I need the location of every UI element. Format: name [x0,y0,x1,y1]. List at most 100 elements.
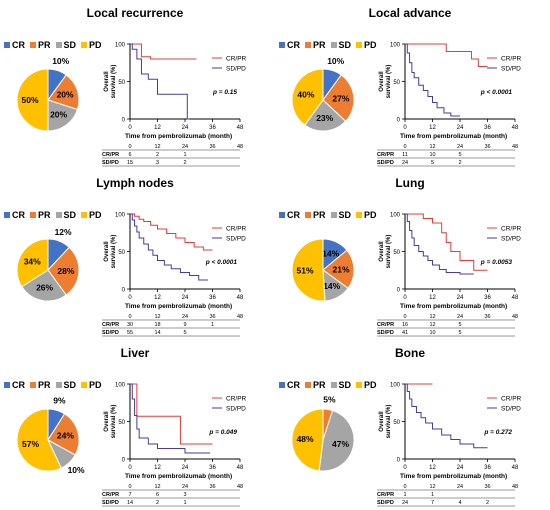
risk-table-time: 48 [512,314,518,320]
pie-slice-pd [291,238,326,302]
x-tick-label: 48 [512,465,519,471]
p-value: p = 0.0053 [480,259,513,266]
panel-title: Local recurrence [86,6,184,20]
risk-table-cell: 6 [156,492,159,498]
risk-table-cell: 10 [429,152,435,158]
y-axis-label: survival (%) [386,65,392,99]
panel-local-recurrence: Local recurrence CR PR SD PD 10% 20% 20% 50% 0 50 1… [0,0,275,170]
risk-table-time: 0 [403,144,406,150]
legend-item-cr: CR [4,40,25,50]
y-axis-label: Overall [104,71,110,92]
risk-table-cell: 1 [183,152,186,158]
y-tick-label: 0 [122,288,126,294]
pie-label-pd: 51% [296,266,313,276]
y-tick-label: 0 [122,458,126,464]
risk-table-row-label: CR/PR [377,152,394,158]
pie-label-cr: 10% [52,56,69,66]
x-tick-label: 0 [128,465,132,471]
pie-legend: CR PR SD PD [4,210,107,220]
risk-table-time: 12 [429,144,435,150]
legend-label: PD [364,210,377,220]
legend-item-pr: PR [305,380,326,390]
legend-label: PD [89,40,102,50]
legend-swatch [30,212,36,218]
risk-table-time: 12 [154,144,160,150]
x-tick-label: 24 [182,295,189,301]
legend-label: PR [313,380,326,390]
series-legend-label: SD/PD [226,406,246,413]
y-tick-label: 50 [393,250,400,256]
pie-label-pr: 20% [57,89,74,99]
legend-label: PR [38,40,51,50]
legend-swatch [356,42,363,48]
pie-slice-pr [47,74,80,111]
pie-slice-pd [16,238,49,288]
risk-table-time: 36 [484,484,490,490]
risk-table-cell: 10 [429,330,435,336]
legend-swatch [330,212,337,218]
km-curve-sd-pd [130,43,190,120]
legend-label: PD [89,210,102,220]
legend-label: PD [364,380,377,390]
pie-slice-pd [16,68,49,132]
x-tick-label: 0 [128,295,132,301]
legend-label: SD [338,40,352,50]
risk-table-cell: 6 [128,152,131,158]
pie-slice-pr [322,249,355,289]
risk-table-time: 0 [128,314,131,320]
y-axis-label: survival (%) [386,405,392,439]
x-axis-label: Time from pembrolizumab (month) [125,473,232,480]
legend-label: CR [287,40,300,50]
risk-table-time: 24 [182,144,188,150]
km-curve-cr-pr [130,213,213,251]
risk-table-cell: 11 [402,152,408,158]
series-legend-label: SD/PD [226,66,246,73]
x-tick-label: 0 [403,295,407,301]
km-curve-sd-pd [130,213,208,281]
legend-swatch [330,42,337,48]
pie-legend: CR PR SD PD [279,40,382,50]
y-tick-label: 100 [390,43,401,49]
risk-table-cell: 55 [127,330,133,336]
legend-item-pd: PD [81,210,102,220]
legend-item-sd: SD [330,40,352,50]
risk-table-time: 24 [457,144,463,150]
x-axis-label: Time from pembrolizumab (month) [125,133,232,140]
y-tick-label: 50 [118,420,125,426]
risk-table-time: 0 [403,314,406,320]
legend-item-cr: CR [4,380,25,390]
risk-table-time: 12 [429,314,435,320]
legend-label: PR [313,210,326,220]
risk-table-cell: 1 [211,322,214,328]
risk-table-cell: 5 [183,330,186,336]
risk-table-cell: 15 [127,160,133,166]
legend-item-pd: PD [356,40,377,50]
x-tick-label: 12 [429,125,436,131]
y-tick-label: 100 [115,383,126,389]
pie-label-pr: 28% [57,266,74,276]
panel-liver: Liver CR PR SD PD 9% 24% 10% 57% 0 50 100 0 12 24 36 48 O… [0,340,275,510]
panel-title: Bone [395,346,425,360]
pie-label-cr: 12% [55,227,72,237]
legend-label: PR [38,380,51,390]
panel-title: Local advance [368,6,452,20]
y-axis-label: survival (%) [111,65,117,99]
panel-title: Liver [120,346,150,360]
legend-label: CR [12,380,25,390]
risk-table-row-label: CR/PR [102,152,119,158]
legend-label: CR [287,380,300,390]
risk-table-cell: 30 [127,322,133,328]
legend-swatch [356,382,363,388]
legend-label: PR [313,40,326,50]
panel-lung: Lung CR PR SD PD 14% 21% 14% 51% 0 50 100 0 12 24 36 48 O… [275,170,550,340]
risk-table-time: 24 [457,314,463,320]
y-tick-label: 50 [118,250,125,256]
legend-swatch [330,382,337,388]
pie-label-sd: 10% [68,465,85,475]
legend-item-sd: SD [55,40,76,50]
legend-swatch [81,212,88,218]
y-tick-label: 100 [390,213,401,219]
